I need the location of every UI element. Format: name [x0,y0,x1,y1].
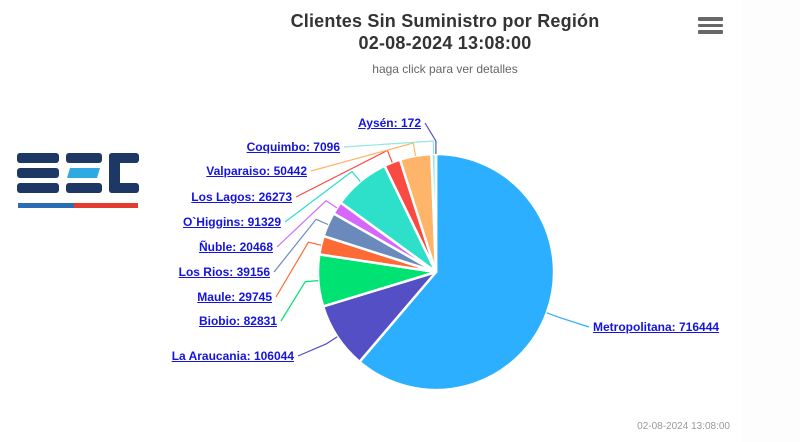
pie-label-o-higgins[interactable]: O`Higgins: 91329 [182,215,281,229]
label-connector-o-higgins [284,170,361,223]
sec-logo-letter-s [17,153,59,193]
label-connector-nuble [276,200,338,248]
pie-label-valparaiso[interactable]: Valparaiso: 50442 [206,164,307,178]
sec-logo-letter-c [109,153,139,193]
sec-logo-graphic [17,153,139,208]
label-connector-maule [275,241,322,298]
pie-label-biobio[interactable]: Biobio: 82831 [198,314,277,328]
pie-label-nuble[interactable]: Ñuble: 20468 [198,240,273,254]
pie-label-aysen[interactable]: Aysén: 172 [358,116,421,130]
label-connector-los-rios [273,218,329,273]
pie-label-los-rios[interactable]: Los Rios: 39156 [178,265,270,279]
sec-logo-letter-e [66,153,102,193]
label-connector-valparaiso [310,142,417,172]
label-connector-biobio [280,280,319,322]
pie-label-maule[interactable]: Maule: 29745 [197,290,272,304]
chart-timestamp: 02-08-2024 13:08:00 [637,421,730,432]
pie-label-la-araucania[interactable]: La Araucania: 106044 [171,349,294,363]
label-connector-la-araucania [297,336,338,357]
pie-label-metropolitana[interactable]: Metropolitana: 716444 [593,320,720,334]
label-connector-metropolitana [546,312,590,328]
pie-label-los-lagos[interactable]: Los Lagos: 26273 [191,190,292,204]
pie-slice-metropolitana[interactable] [358,152,556,392]
label-connector-aysen [424,122,437,154]
hamburger-menu-icon [698,17,724,34]
chart-context-menu-button[interactable] [694,12,728,39]
pie-label-coquimbo[interactable]: Coquimbo: 7096 [246,140,340,154]
sec-logo-underline [18,203,138,208]
sec-logo [17,153,139,211]
label-connector-coquimbo [343,140,435,155]
